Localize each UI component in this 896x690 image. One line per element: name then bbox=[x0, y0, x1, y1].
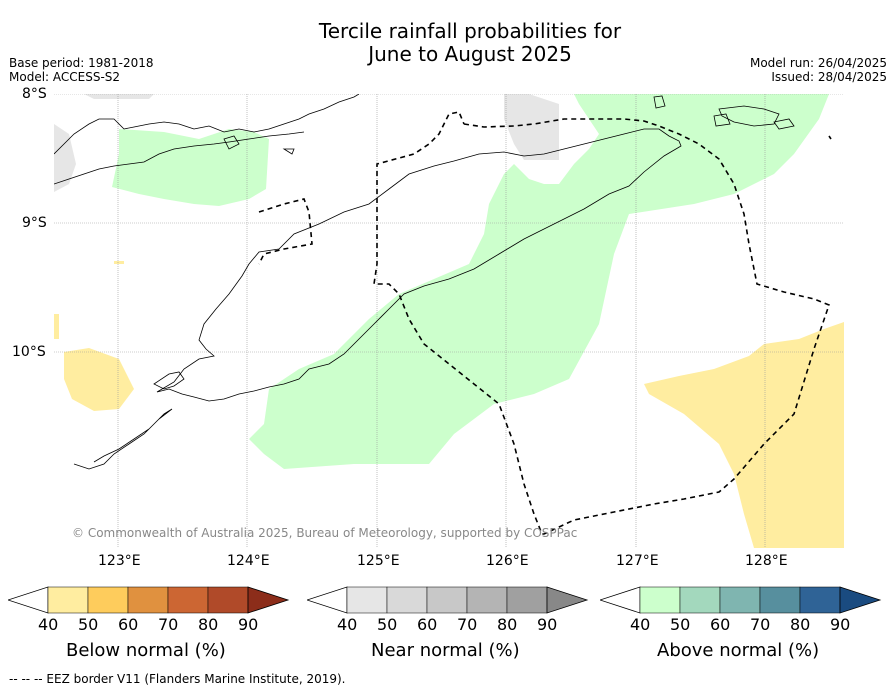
cbar-below-tick-50: 50 bbox=[78, 615, 99, 634]
coast-islet-3 bbox=[223, 135, 240, 150]
lon-label-126e: 126°E bbox=[486, 553, 529, 569]
chart-title: Tercile rainfall probabilities for June … bbox=[0, 20, 896, 66]
lat-label-8s: 8°S bbox=[22, 86, 47, 102]
coast-sumba bbox=[73, 408, 173, 470]
copyright-notice: © Commonwealth of Australia 2025, Bureau… bbox=[72, 526, 578, 540]
cbar-below-tick-60: 60 bbox=[118, 615, 139, 634]
cbar-below-tick-80: 80 bbox=[198, 615, 219, 634]
meta-left: Base period: 1981-2018 Model: ACCESS-S2 bbox=[9, 56, 154, 84]
cbar-above-seg-0 bbox=[600, 586, 641, 614]
lon-label-124e: 124°E bbox=[227, 553, 270, 569]
colorbar-near-normal bbox=[307, 586, 589, 614]
eez-line-west bbox=[258, 198, 313, 265]
cbar-near-tick-90: 90 bbox=[537, 615, 558, 634]
cbar-below-seg-3 bbox=[127, 586, 169, 614]
model-run: Model run: 26/04/2025 bbox=[749, 56, 887, 70]
cbar-above-seg-3 bbox=[719, 586, 761, 614]
cbar-below-seg-6 bbox=[247, 586, 290, 614]
cbar-above-tick-50: 50 bbox=[670, 615, 691, 634]
title-line-2: June to August 2025 bbox=[368, 42, 572, 66]
title-line-1: Tercile rainfall probabilities for bbox=[318, 19, 622, 43]
eez-line-main bbox=[373, 111, 831, 535]
cbar-above-seg-4 bbox=[759, 586, 801, 614]
cbar-below-tick-70: 70 bbox=[158, 615, 179, 634]
base-period: Base period: 1981-2018 bbox=[9, 56, 154, 70]
cbar-below-seg-4 bbox=[167, 586, 209, 614]
below-normal-regions bbox=[54, 261, 844, 548]
cbar-below-seg-2 bbox=[87, 586, 129, 614]
coast-wetar-2 bbox=[773, 118, 795, 130]
cbar-above-label: Above normal (%) bbox=[657, 640, 820, 661]
grid-lines bbox=[54, 94, 844, 548]
colorbar-below-normal bbox=[8, 586, 290, 614]
cbar-above-tick-40: 40 bbox=[630, 615, 651, 634]
cbar-near-seg-4 bbox=[466, 586, 508, 614]
coast-timor bbox=[156, 128, 682, 402]
coast-islet-4 bbox=[282, 148, 295, 155]
cbar-near-seg-2 bbox=[386, 586, 428, 614]
map-canvas bbox=[54, 94, 844, 548]
cbar-above-tick-70: 70 bbox=[750, 615, 771, 634]
below-normal-region-w bbox=[64, 348, 134, 411]
near-normal-region-west bbox=[54, 124, 76, 192]
eez-legend-note: -- -- -- EEZ border V11 (Flanders Marine… bbox=[9, 672, 346, 686]
near-normal-region-north bbox=[504, 94, 559, 160]
cbar-below-seg-0 bbox=[8, 586, 49, 614]
cbar-near-tick-70: 70 bbox=[457, 615, 478, 634]
cbar-near-label: Near normal (%) bbox=[371, 640, 520, 661]
lon-label-123e: 123°E bbox=[98, 553, 141, 569]
coast-alor bbox=[54, 94, 360, 155]
model-name: Model: ACCESS-S2 bbox=[9, 70, 121, 84]
lat-label-9s: 9°S bbox=[22, 215, 47, 231]
eez-line-tick bbox=[828, 135, 832, 140]
cbar-below-tick-40: 40 bbox=[38, 615, 59, 634]
cbar-above-tick-80: 80 bbox=[790, 615, 811, 634]
cbar-above-seg-2 bbox=[679, 586, 721, 614]
coast-wetar bbox=[718, 105, 780, 127]
below-normal-region-dot bbox=[114, 261, 124, 264]
coast-islet-1 bbox=[653, 95, 666, 109]
coast-rote bbox=[153, 371, 185, 390]
issued-date: Issued: 28/04/2025 bbox=[771, 70, 887, 84]
cbar-above-tick-60: 60 bbox=[710, 615, 731, 634]
cbar-near-seg-1 bbox=[346, 586, 388, 614]
meta-right: Model run: 26/04/2025 Issued: 28/04/2025 bbox=[750, 56, 887, 84]
coast-islet-2 bbox=[713, 113, 731, 127]
below-normal-region-se bbox=[644, 322, 844, 548]
cbar-above-seg-6 bbox=[839, 586, 882, 614]
cbar-below-tick-90: 90 bbox=[238, 615, 259, 634]
cbar-below-seg-1 bbox=[47, 586, 89, 614]
cbar-near-seg-5 bbox=[506, 586, 548, 614]
colorbar-above-normal bbox=[600, 586, 882, 614]
cbar-near-seg-0 bbox=[307, 586, 348, 614]
lon-label-125e: 125°E bbox=[357, 553, 400, 569]
cbar-near-tick-50: 50 bbox=[377, 615, 398, 634]
cbar-above-seg-5 bbox=[799, 586, 841, 614]
cbar-above-tick-90: 90 bbox=[830, 615, 851, 634]
coast-alor-lower bbox=[54, 131, 305, 185]
lon-label-128e: 128°E bbox=[745, 553, 788, 569]
cbar-below-label: Below normal (%) bbox=[66, 640, 226, 661]
lat-label-10s: 10°S bbox=[12, 344, 46, 360]
cbar-near-tick-40: 40 bbox=[337, 615, 358, 634]
cbar-near-seg-3 bbox=[426, 586, 468, 614]
near-normal-regions bbox=[54, 94, 559, 192]
cbar-above-seg-1 bbox=[639, 586, 681, 614]
below-normal-region-edge bbox=[54, 314, 59, 339]
near-normal-region-top bbox=[84, 94, 154, 99]
lon-label-127e: 127°E bbox=[616, 553, 659, 569]
eez-border bbox=[258, 111, 832, 535]
coastlines bbox=[54, 94, 795, 470]
cbar-near-seg-6 bbox=[546, 586, 589, 614]
cbar-below-seg-5 bbox=[207, 586, 249, 614]
cbar-near-tick-80: 80 bbox=[497, 615, 518, 634]
cbar-near-tick-60: 60 bbox=[417, 615, 438, 634]
above-normal-region-main bbox=[249, 94, 829, 469]
